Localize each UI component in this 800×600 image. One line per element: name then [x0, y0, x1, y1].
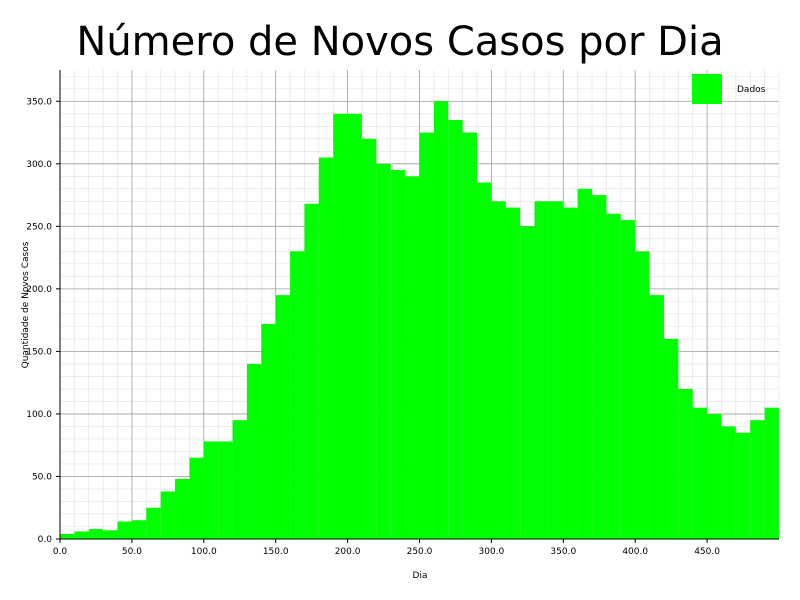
bar — [534, 201, 549, 539]
chart-title: Número de Novos Casos por Dia — [76, 19, 724, 65]
y-tick-label: 50.0 — [32, 472, 52, 482]
bar — [606, 213, 621, 539]
bar — [563, 207, 578, 539]
bar — [721, 426, 736, 539]
bar — [620, 220, 636, 539]
x-tick-label: 200.0 — [335, 547, 361, 557]
bar — [275, 295, 291, 539]
x-tick-label: 100.0 — [191, 547, 217, 557]
bar — [131, 520, 147, 539]
tick-labels: 0.0 50.0 100.0 150.0 200.0 250.0 300.0 350.0 400… — [26, 97, 720, 557]
x-tick-label: 150.0 — [263, 547, 289, 557]
bar — [448, 120, 463, 539]
bar — [88, 528, 104, 539]
x-tick-label: 350.0 — [550, 547, 576, 557]
bar-series — [60, 101, 779, 540]
bar — [218, 441, 233, 539]
x-tick-label: 450.0 — [694, 547, 720, 557]
bar — [347, 113, 362, 540]
y-tick-label: 200.0 — [26, 285, 52, 295]
bar — [390, 170, 406, 539]
bar — [261, 323, 276, 539]
bar — [146, 507, 161, 539]
bar — [548, 201, 564, 539]
bar — [203, 441, 219, 539]
legend-swatch — [692, 74, 722, 104]
bar — [477, 182, 492, 539]
x-tick-label: 300.0 — [479, 547, 505, 557]
bar — [592, 195, 607, 540]
legend-entry-dados: Dados — [737, 85, 766, 95]
bar — [60, 533, 75, 539]
legend: Dados — [692, 74, 766, 104]
bar — [117, 521, 132, 539]
bar — [74, 531, 89, 539]
bar — [433, 101, 449, 540]
bar — [678, 388, 693, 539]
bar — [318, 157, 334, 539]
bar — [376, 163, 391, 540]
x-tick-label: 250.0 — [407, 547, 433, 557]
bar — [189, 457, 204, 539]
bar — [520, 226, 535, 540]
bar — [750, 420, 765, 539]
axes — [56, 70, 779, 543]
bar — [491, 201, 506, 539]
bar — [735, 432, 751, 539]
bar — [333, 113, 348, 540]
bar — [764, 407, 779, 539]
bar — [304, 203, 319, 539]
x-tick-label: 400.0 — [622, 547, 648, 557]
y-tick-label: 250.0 — [26, 222, 52, 232]
x-tick-label: 0.0 — [53, 547, 68, 557]
bar — [505, 207, 521, 539]
bar — [405, 176, 420, 539]
y-tick-label: 350.0 — [26, 97, 52, 107]
bar — [462, 132, 478, 540]
bar — [663, 338, 679, 539]
y-tick-label: 150.0 — [26, 347, 52, 357]
y-tick-label: 0.0 — [38, 535, 53, 545]
bar — [175, 478, 190, 539]
bar — [577, 188, 593, 539]
bar — [692, 407, 708, 539]
bar — [361, 138, 377, 539]
bar — [419, 132, 434, 540]
bar — [649, 295, 664, 539]
x-tick-label: 50.0 — [122, 547, 142, 557]
bar — [707, 413, 722, 539]
bar — [103, 530, 118, 539]
bar — [232, 420, 247, 539]
y-tick-label: 300.0 — [26, 160, 52, 170]
y-axis-label: Quantidade de Novos Casos — [21, 241, 31, 368]
bar — [246, 363, 262, 539]
x-axis-label: Dia — [413, 571, 428, 581]
bar — [635, 251, 650, 539]
y-tick-label: 100.0 — [26, 410, 52, 420]
bar — [290, 251, 305, 539]
bar — [160, 491, 176, 539]
